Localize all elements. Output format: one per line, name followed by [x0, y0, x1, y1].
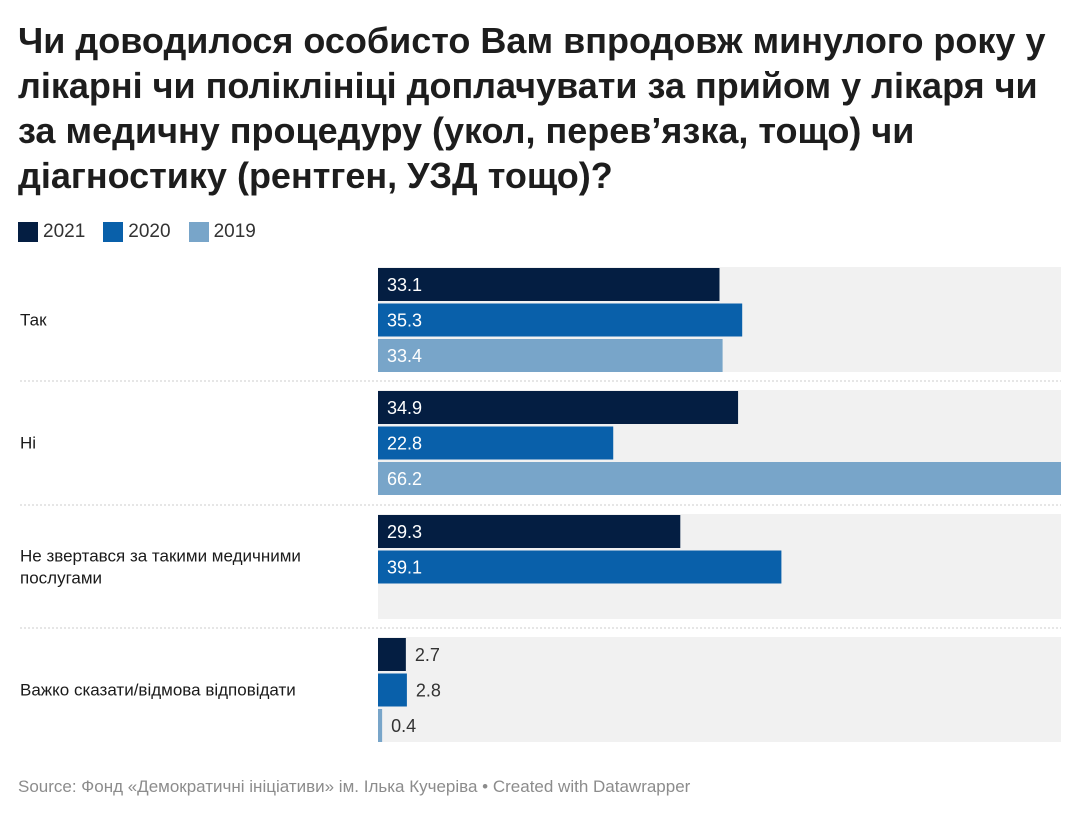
source-footer: Source: Фонд «Демократичні ініціативи» і… — [18, 777, 691, 796]
bar-group: Важко сказати/відмова відповідати 2.7 2.80… — [20, 627, 1061, 742]
bar-value-label: 33.4 — [387, 346, 422, 366]
bar-value-label: 2.8 — [416, 681, 441, 701]
legend-label-2019: 2019 — [213, 221, 256, 242]
bar-value-label: 35.3 — [387, 311, 422, 331]
bar-value-label: 33.1 — [387, 275, 422, 295]
legend-label-2021: 2021 — [43, 221, 86, 242]
bar-track — [378, 637, 1061, 742]
bar-value-label: 22.8 — [387, 434, 422, 454]
legend-item-2020: 2020 — [103, 221, 171, 243]
category-label: Так — [20, 311, 47, 330]
bar-2019 — [378, 709, 383, 742]
bar-value-label: 29.3 — [387, 522, 422, 542]
chart-title: Чи доводилося особисто Вам впродовж мину… — [18, 20, 1046, 196]
bar-2020 — [378, 426, 614, 460]
bar-2021 — [378, 515, 681, 548]
bar-value-label: 34.9 — [387, 398, 422, 418]
bar-2020 — [378, 303, 743, 337]
category-label: Не звертався за такими медичними послугам… — [20, 547, 301, 588]
legend-swatch-2020 — [103, 222, 124, 242]
bar-group: Так 33.1 35.3 33.4 — [20, 267, 1061, 372]
bar-2020 — [378, 550, 782, 584]
bar-2019 — [378, 339, 723, 372]
category-label: Ні — [20, 434, 36, 453]
bar-2021 — [378, 268, 720, 301]
bar-value-label: 39.1 — [387, 558, 422, 578]
bar-value-label: 66.2 — [387, 469, 422, 489]
bar-value-label: 2.7 — [415, 645, 440, 665]
bar-group: Не звертався за такими медичними послугам… — [20, 504, 1061, 619]
bar-value-label: 0.4 — [391, 716, 416, 736]
legend-swatch-2021 — [18, 222, 38, 242]
bar-2019 — [378, 462, 1061, 495]
legend-item-2021: 2021 — [18, 221, 85, 243]
bar-2021 — [378, 638, 406, 671]
category-label: Важко сказати/відмова відповідати — [20, 681, 296, 700]
legend-label-2020: 2020 — [128, 221, 171, 242]
bar-2021 — [378, 391, 739, 424]
legend-item-2019: 2019 — [188, 221, 256, 243]
bar-2020 — [378, 673, 407, 707]
legend-swatch-2019 — [188, 222, 209, 242]
bar-group: Ні 34.9 22.8 66.2 — [20, 380, 1061, 495]
legend: 2021 2020 2019 — [18, 220, 274, 244]
